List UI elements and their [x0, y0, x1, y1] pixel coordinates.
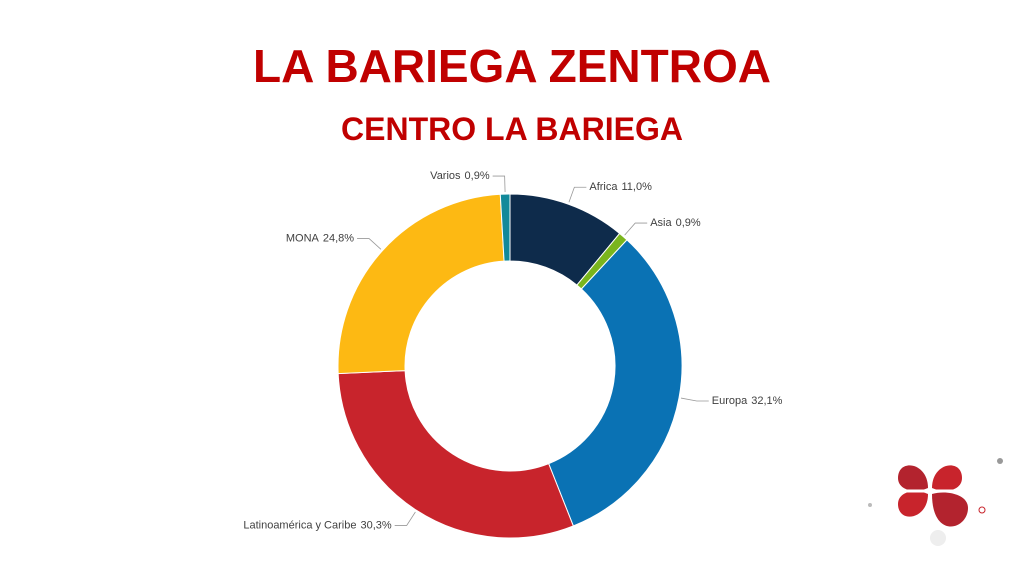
logo-petal — [932, 492, 968, 527]
leader-line — [568, 186, 587, 203]
logo — [868, 458, 1003, 546]
leader-line — [357, 238, 382, 250]
slice-label: Varios 0,9% — [430, 170, 490, 182]
logo-petal — [932, 465, 962, 491]
slice-name: Latinoamérica y Caribe — [243, 519, 356, 531]
chart-subtitle: CENTRO LA BARIEGA — [341, 111, 683, 147]
logo-petal — [898, 491, 928, 517]
slice-value: 11,0% — [621, 181, 652, 193]
donut-slice — [548, 239, 683, 527]
slice-label: Africa 11,0% — [589, 181, 652, 193]
chart-title: LA BARIEGA ZENTROA — [253, 40, 771, 92]
logo-dot — [978, 506, 986, 514]
slice-name: Asia — [650, 217, 672, 229]
slice-value: 30,3% — [360, 519, 391, 531]
slice-name: MONA — [286, 232, 320, 244]
slice-label: Latinoamérica y Caribe 30,3% — [243, 519, 392, 531]
leader-line — [492, 175, 506, 193]
leader-line — [394, 511, 416, 526]
donut-slice — [337, 193, 505, 375]
slice-name: Europa — [712, 395, 748, 407]
donut-slice — [499, 193, 511, 262]
logo-dot — [868, 503, 872, 507]
leader-line — [680, 397, 709, 402]
slice-label: Asia 0,9% — [650, 217, 701, 229]
slice-label: Europa 32,1% — [712, 395, 783, 407]
logo-petal — [898, 465, 928, 491]
slice-value: 24,8% — [323, 232, 354, 244]
slice-name: Africa — [589, 181, 618, 193]
donut-slice — [337, 370, 574, 539]
logo-dot — [997, 458, 1003, 464]
slice-value: 32,1% — [751, 395, 782, 407]
leader-line — [624, 222, 648, 236]
logo-dot — [930, 530, 946, 546]
slice-name: Varios — [430, 170, 461, 182]
slice-value: 0,9% — [465, 170, 490, 182]
slice-value: 0,9% — [676, 217, 701, 229]
slice-label: MONA 24,8% — [286, 232, 354, 244]
